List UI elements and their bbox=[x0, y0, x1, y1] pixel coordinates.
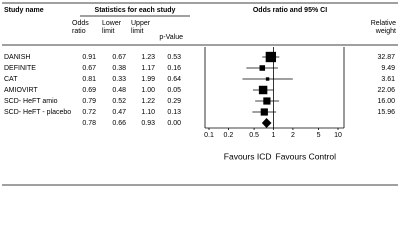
x-tick-label: 0.1 bbox=[204, 132, 214, 139]
x-tick-label: 1 bbox=[272, 132, 276, 139]
study-name: DEFINITE bbox=[4, 65, 36, 72]
cell-value: 0.69 bbox=[82, 87, 96, 94]
cell-value: 3.61 bbox=[381, 76, 395, 83]
study-name: SCD- HeFT amio bbox=[4, 98, 58, 105]
cell-value: 0.67 bbox=[82, 65, 96, 72]
stats-header: Statistics for each study bbox=[95, 7, 176, 14]
cell-value: 32.87 bbox=[377, 54, 395, 61]
study-name: DANISH bbox=[4, 54, 30, 61]
cell-value: 0.38 bbox=[112, 65, 126, 72]
cell-value: 0.53 bbox=[167, 54, 181, 61]
cell-value: 0.91 bbox=[82, 54, 96, 61]
cell-value: 0.48 bbox=[112, 87, 126, 94]
forest-plot-page: Study name Statistics for each study Odd… bbox=[2, 2, 398, 186]
cell-value: 1.00 bbox=[141, 87, 155, 94]
cell-value: 0.52 bbox=[112, 98, 126, 105]
cell-value: 0.67 bbox=[112, 54, 126, 61]
odds-ratio-square bbox=[265, 51, 277, 63]
cell-value: 0.16 bbox=[167, 65, 181, 72]
chart: Study name Statistics for each study Odd… bbox=[2, 2, 398, 186]
cell-value: 0.78 bbox=[82, 120, 96, 127]
x-tick-label: 2 bbox=[291, 132, 295, 139]
plot-header: Odds ratio and 95% CI bbox=[253, 7, 327, 14]
column-header: Upper limit bbox=[131, 20, 151, 35]
cell-value: 0.79 bbox=[82, 98, 96, 105]
x-label-right: Favours Control bbox=[276, 151, 337, 161]
cell-value: 1.17 bbox=[141, 65, 155, 72]
cell-value: 1.99 bbox=[141, 76, 155, 83]
cell-value: 0.13 bbox=[167, 109, 181, 116]
cell-value: 1.23 bbox=[141, 54, 155, 61]
study-name: AMIOVIRT bbox=[4, 87, 38, 94]
x-tick-label: 0.5 bbox=[249, 132, 259, 139]
odds-ratio-square bbox=[260, 108, 268, 116]
cell-value: 1.10 bbox=[141, 109, 155, 116]
cell-value: 0.72 bbox=[82, 109, 96, 116]
cell-value: 22.06 bbox=[377, 87, 395, 94]
column-header: Relative weight bbox=[370, 20, 396, 35]
study-name: CAT bbox=[4, 76, 18, 83]
cell-value: 0.00 bbox=[167, 120, 181, 127]
study-name: SCD- HeFT - placebo bbox=[4, 109, 71, 116]
x-tick-label: 10 bbox=[334, 132, 342, 139]
odds-ratio-square bbox=[265, 77, 270, 81]
cell-value: 0.93 bbox=[141, 120, 155, 127]
cell-value: 0.05 bbox=[167, 87, 181, 94]
cell-value: 0.66 bbox=[112, 120, 126, 127]
x-label-left: Favours ICD bbox=[224, 151, 272, 161]
column-header: Lower limit bbox=[102, 20, 122, 35]
odds-ratio-square bbox=[259, 65, 266, 71]
x-tick-label: 5 bbox=[317, 132, 321, 139]
cell-value: 0.81 bbox=[82, 76, 96, 83]
cell-value: 0.29 bbox=[167, 98, 181, 105]
cell-value: 0.33 bbox=[112, 76, 126, 83]
cell-value: 0.47 bbox=[112, 109, 126, 116]
column-header: Odds ratio bbox=[72, 20, 89, 35]
cell-value: 1.22 bbox=[141, 98, 155, 105]
cell-value: 16.00 bbox=[377, 98, 395, 105]
cell-value: 9.49 bbox=[381, 65, 395, 72]
study-header: Study name bbox=[4, 7, 44, 14]
column-header: p-Value bbox=[159, 34, 183, 41]
cell-value: 15.96 bbox=[377, 109, 395, 116]
odds-ratio-square bbox=[258, 85, 268, 95]
odds-ratio-square bbox=[263, 97, 271, 105]
cell-value: 0.64 bbox=[167, 76, 181, 83]
summary-diamond bbox=[261, 118, 272, 128]
x-tick-label: 0.2 bbox=[224, 132, 234, 139]
